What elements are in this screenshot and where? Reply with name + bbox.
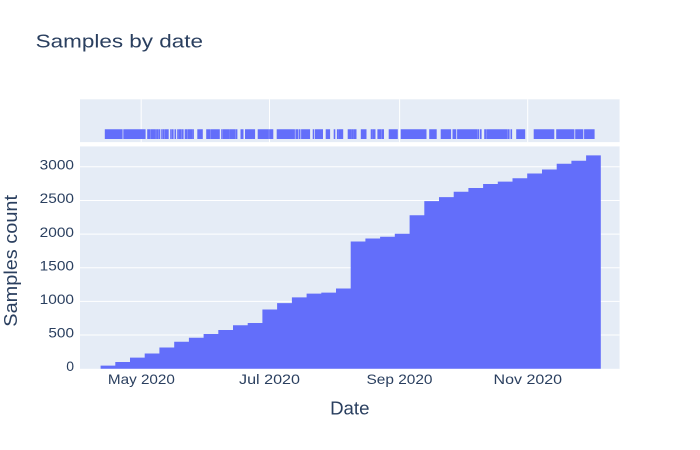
- svg-text:500: 500: [48, 325, 74, 341]
- svg-text:Date: Date: [330, 399, 369, 419]
- svg-text:2500: 2500: [40, 190, 75, 206]
- svg-text:Nov 2020: Nov 2020: [494, 371, 563, 387]
- svg-text:Sep 2020: Sep 2020: [367, 371, 433, 387]
- svg-text:Samples count: Samples count: [1, 195, 21, 327]
- svg-text:Jul 2020: Jul 2020: [239, 371, 300, 387]
- svg-text:0: 0: [66, 358, 74, 374]
- svg-text:3000: 3000: [40, 157, 75, 173]
- svg-text:May 2020: May 2020: [108, 371, 175, 387]
- svg-text:2000: 2000: [40, 224, 75, 240]
- svg-text:1500: 1500: [40, 257, 75, 273]
- svg-text:1000: 1000: [40, 291, 75, 307]
- svg-text:Samples by date: Samples by date: [36, 31, 203, 51]
